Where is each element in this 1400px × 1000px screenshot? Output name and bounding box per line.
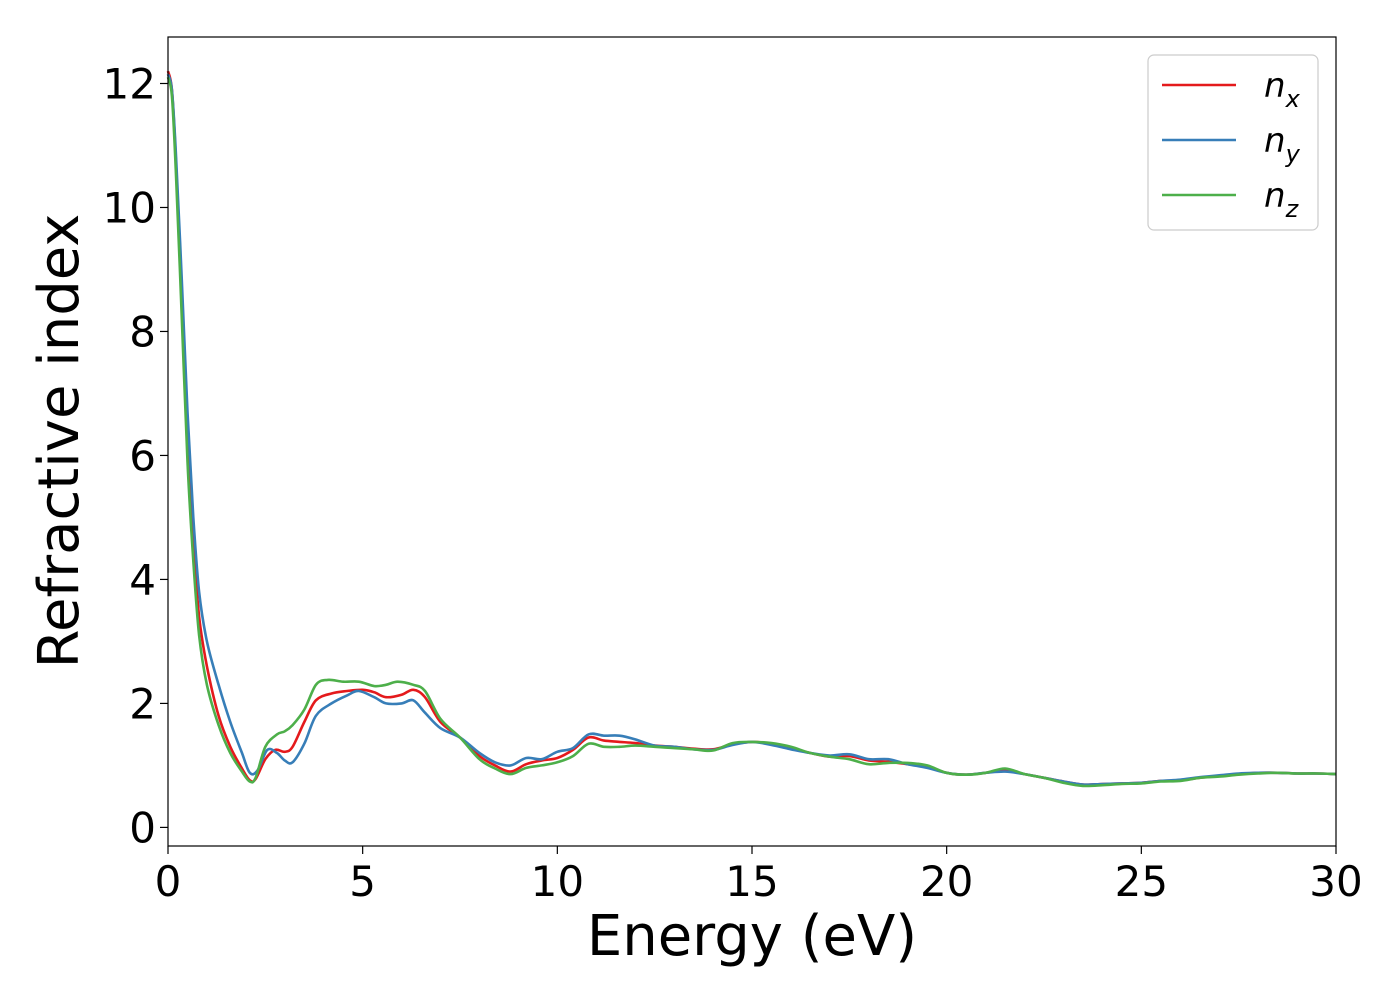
x-tick-label: 25	[1115, 857, 1168, 906]
y-tick-label: 10	[103, 183, 156, 232]
y-tick-label: 2	[129, 679, 156, 728]
x-tick-label: 20	[920, 857, 973, 906]
y-tick-label: 4	[129, 555, 156, 604]
y-tick-label: 6	[129, 431, 156, 480]
plot-background	[168, 37, 1336, 846]
y-tick-label: 8	[129, 307, 156, 356]
y-tick-label: 0	[129, 803, 156, 852]
x-tick-label: 15	[725, 857, 778, 906]
x-axis-title: Energy (eV)	[587, 904, 917, 969]
series-lines	[166, 70, 1337, 788]
legend-frame	[1147, 54, 1319, 231]
x-tick-label: 30	[1309, 857, 1362, 906]
y-axis-title: Refractive index	[27, 214, 92, 669]
x-tick-label: 5	[349, 857, 376, 906]
x-axis-ticks: 0 5 10 15 20 25 30	[155, 846, 1363, 906]
x-tick-label: 10	[531, 857, 584, 906]
y-tick-label: 12	[103, 59, 156, 108]
series-line-n-z	[166, 76, 1337, 788]
y-axis-ticks: 0 2 4 6 8 10 12	[103, 59, 168, 852]
x-tick-label: 0	[155, 857, 182, 906]
